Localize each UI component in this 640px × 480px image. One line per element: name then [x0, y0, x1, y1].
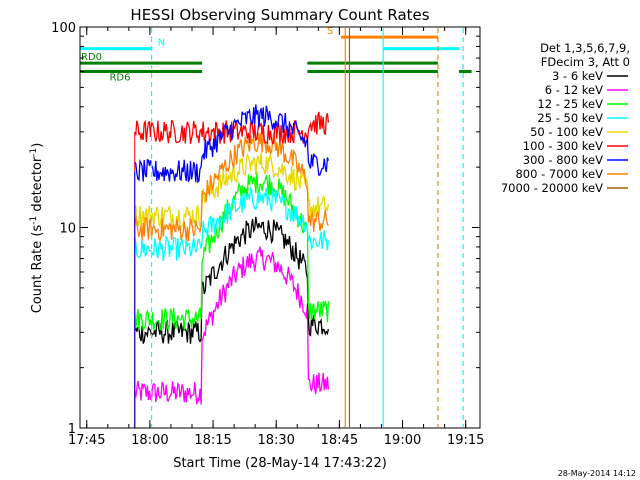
- y-tick-label-2: 100: [51, 21, 76, 36]
- data-layer: [134, 104, 330, 428]
- y-tick-label-0: 1: [68, 422, 76, 437]
- x-tick-label-1: 18:00: [131, 433, 168, 448]
- legend-label-7: 800 - 7000 keV: [515, 167, 603, 181]
- legend-label-0: 3 - 6 keV: [552, 69, 603, 83]
- series-line-7: [134, 130, 329, 243]
- legend-label-6: 300 - 800 keV: [523, 153, 603, 167]
- y-axis-label-sup1: -1: [29, 216, 39, 225]
- footer-timestamp: 28-May-2014 14:12: [558, 469, 636, 478]
- legend-label-2: 12 - 25 keV: [537, 97, 603, 111]
- x-tick-label-3: 18:30: [257, 433, 294, 448]
- legend-header-2: FDecim 3, Att 0: [541, 55, 630, 69]
- y-tick-label-1: 10: [59, 222, 76, 237]
- y-axis-label-sup2: -1: [29, 148, 39, 157]
- x-axis-label: Start Time (28-May-14 17:43:22): [173, 456, 387, 471]
- legend-header-1: Det 1,3,5,6,7,9,: [540, 41, 630, 55]
- series-line-6: [134, 104, 330, 184]
- x-tick-label-2: 18:15: [194, 433, 231, 448]
- legend-label-8: 7000 - 20000 keV: [501, 181, 603, 195]
- chart-title: HESSI Observing Summary Count Rates: [130, 6, 429, 24]
- x-tick-label-6: 19:15: [447, 433, 484, 448]
- y-axis-label-mid: detector: [30, 156, 45, 216]
- flags-layer: N S RD0 RD6: [80, 26, 472, 83]
- x-tick-label-0: 17:45: [68, 433, 105, 448]
- legend-label-5: 100 - 300 keV: [523, 139, 603, 153]
- vlines-layer: [150, 28, 464, 427]
- series-line-4: [134, 152, 330, 229]
- x-tick-label-5: 19:00: [384, 433, 421, 448]
- flag-label-s: S: [327, 26, 333, 37]
- legend-label-1: 6 - 12 keV: [545, 83, 603, 97]
- series-line-3: [134, 186, 330, 261]
- y-axis: 1 10 100: [51, 21, 480, 437]
- flag-label-rd0: RD0: [81, 52, 102, 63]
- x-axis: 17:45 18:00 18:15 18:30 18:45 19:00 19:15: [68, 27, 484, 448]
- legend-label-4: 50 - 100 keV: [530, 125, 603, 139]
- x-tick-label-4: 18:45: [321, 433, 358, 448]
- y-axis-label: Count Rate (s-1 detector-1): [29, 143, 45, 314]
- flag-label-n: N: [158, 38, 165, 49]
- legend-label-3: 25 - 50 keV: [537, 111, 603, 125]
- flag-label-rd6: RD6: [109, 72, 130, 83]
- y-axis-label-main: Count Rate (s: [30, 225, 45, 314]
- y-axis-label-end: ): [30, 143, 45, 148]
- series-line-1: [134, 246, 330, 405]
